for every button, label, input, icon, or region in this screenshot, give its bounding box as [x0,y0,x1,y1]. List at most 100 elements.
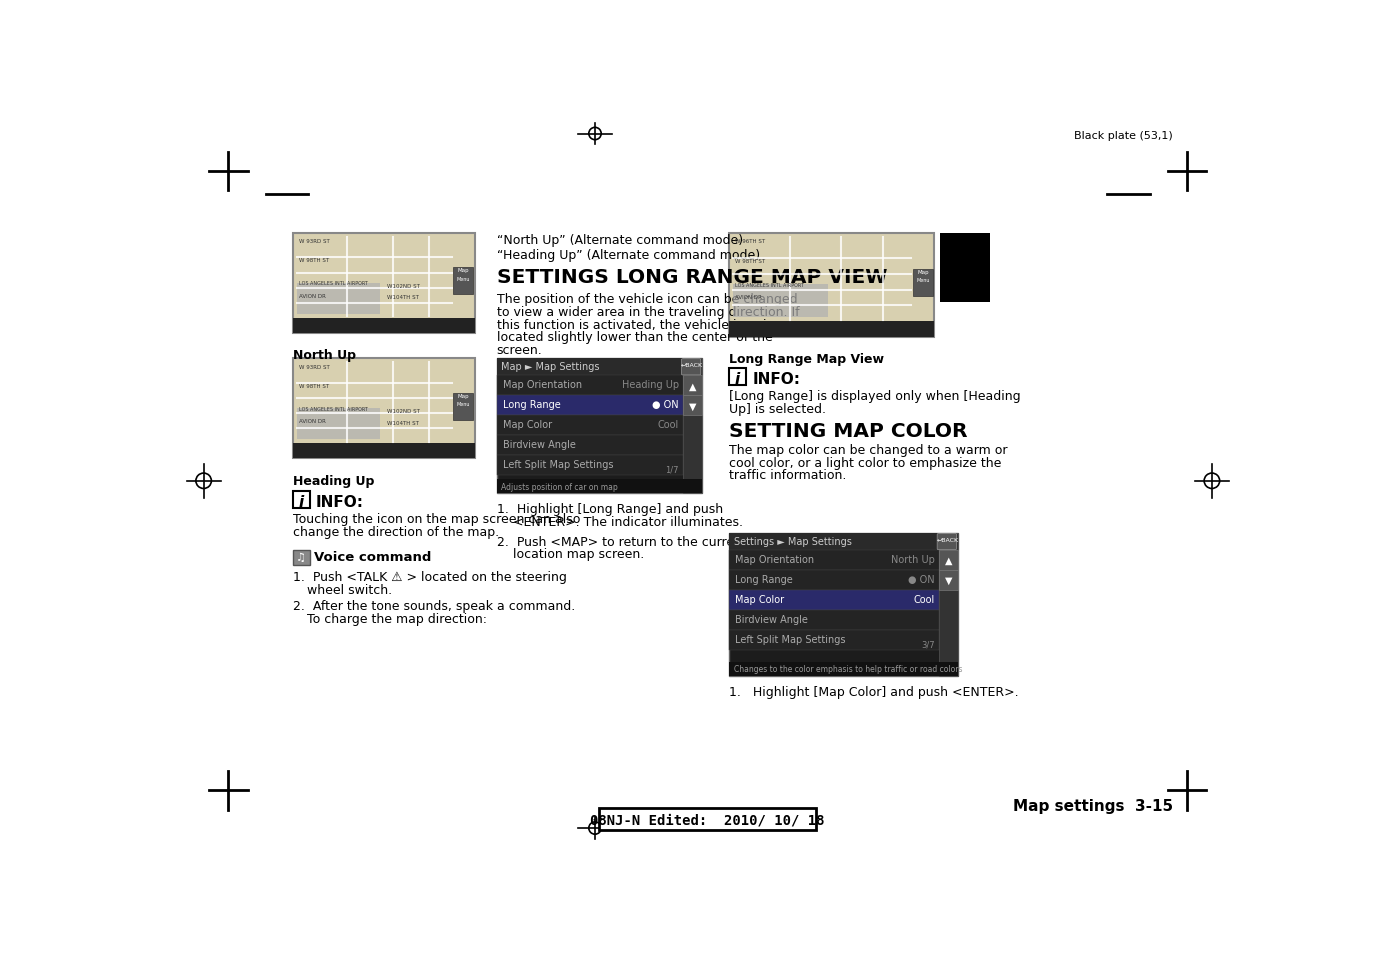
Bar [729,322,935,337]
Bar [293,318,475,334]
Text: W 98TH ST: W 98TH ST [298,383,329,389]
Text: Black plate (53,1): Black plate (53,1) [1074,132,1172,141]
Bar [497,416,684,436]
Bar [729,534,939,551]
Text: Map: Map [917,270,928,274]
Text: this function is activated, the vehicle icon is: this function is activated, the vehicle … [497,318,772,332]
Text: W102ND ST: W102ND ST [387,409,420,414]
Bar [297,409,380,439]
Text: Heading Up: Heading Up [621,379,678,390]
Bar [939,551,957,571]
Bar [293,359,475,459]
Text: <ENTER>. The indicator illuminates.: <ENTER>. The indicator illuminates. [497,516,743,528]
Text: to view a wider area in the traveling direction. If: to view a wider area in the traveling di… [497,306,800,318]
Text: W 96TH ST: W 96TH ST [735,239,765,244]
Text: Map Color: Map Color [735,595,784,604]
Text: 2.  After the tone sounds, speak a command.: 2. After the tone sounds, speak a comman… [293,598,574,612]
Bar [729,233,935,337]
Text: Map: Map [457,268,470,274]
Text: Long Range: Long Range [503,399,561,410]
Text: LOS ANGELES INTL AIRPORT: LOS ANGELES INTL AIRPORT [298,407,367,412]
Text: Cool: Cool [657,419,678,430]
Text: screen.: screen. [497,344,543,356]
Bar [497,359,684,375]
Text: Menu: Menu [916,278,929,283]
Bar [733,285,827,317]
Text: located slightly lower than the center of the: located slightly lower than the center o… [497,331,772,344]
Text: 1.  Highlight [Long Range] and push: 1. Highlight [Long Range] and push [497,503,722,516]
Text: “Heading Up” (Alternate command mode): “Heading Up” (Alternate command mode) [497,249,760,262]
Text: AVION DR: AVION DR [735,295,762,300]
Bar [729,662,957,676]
Text: AVION DR: AVION DR [298,294,326,298]
Text: Cool: Cool [913,595,935,604]
Bar [453,268,474,295]
Text: To charge the map direction:: To charge the map direction: [307,612,486,625]
Bar [729,591,939,611]
Text: Long Range Map View: Long Range Map View [729,353,884,366]
Bar [293,491,309,508]
Text: cool color, or a light color to emphasize the: cool color, or a light color to emphasiz… [729,456,1001,469]
Text: W 93RD ST: W 93RD ST [298,364,330,369]
Text: ↩BACK: ↩BACK [936,537,958,542]
Text: Adjusts position of car on map: Adjusts position of car on map [501,482,617,491]
Bar [940,233,990,303]
Text: Birdview Angle: Birdview Angle [503,439,576,450]
Bar [497,375,684,395]
Text: W102ND ST: W102ND ST [387,283,420,289]
Bar [497,436,684,456]
Text: SETTINGS LONG RANGE MAP VIEW: SETTINGS LONG RANGE MAP VIEW [497,268,887,287]
Text: i: i [298,495,304,509]
Bar [729,571,939,591]
Text: ↩BACK: ↩BACK [681,363,703,368]
Text: Up] is selected.: Up] is selected. [729,402,826,416]
Text: ▼: ▼ [689,401,696,411]
Bar [729,551,939,571]
Text: 08NJ-N Edited:  2010/ 10/ 18: 08NJ-N Edited: 2010/ 10/ 18 [590,813,824,827]
Text: ▲: ▲ [945,556,952,565]
Bar [939,571,957,591]
Bar [729,534,957,676]
Text: W 93RD ST: W 93RD ST [298,239,330,244]
Text: Left Split Map Settings: Left Split Map Settings [503,459,613,470]
Bar [599,808,816,830]
Text: 3/7: 3/7 [921,639,935,649]
Bar [293,443,475,459]
Bar [293,551,309,566]
Bar [497,359,702,494]
FancyBboxPatch shape [681,359,700,375]
Text: North Up: North Up [891,555,935,564]
Text: Settings ► Map Settings: Settings ► Map Settings [733,537,852,547]
Text: Map settings  3-15: Map settings 3-15 [1014,799,1172,813]
Text: ● ON: ● ON [652,399,678,410]
Text: Long Range: Long Range [735,575,793,584]
Text: W104TH ST: W104TH ST [387,420,420,425]
Text: Map Orientation: Map Orientation [503,379,581,390]
Text: W 98TH ST: W 98TH ST [298,258,329,263]
Bar [453,394,474,420]
Text: wheel switch.: wheel switch. [307,583,392,597]
Text: AVION DR: AVION DR [298,418,326,424]
Text: i: i [735,372,740,386]
Text: ● ON: ● ON [907,575,935,584]
Text: Heading Up: Heading Up [293,475,374,487]
Text: 2.  Push <MAP> to return to the current: 2. Push <MAP> to return to the current [497,535,747,548]
Text: Voice command: Voice command [315,551,432,563]
Text: Menu: Menu [457,276,470,281]
Text: 1.   Highlight [Map Color] and push <ENTER>.: 1. Highlight [Map Color] and push <ENTER… [729,685,1019,699]
Text: The position of the vehicle icon can be changed: The position of the vehicle icon can be … [497,293,797,306]
Text: location map screen.: location map screen. [497,547,644,560]
Text: Left Split Map Settings: Left Split Map Settings [735,635,845,644]
Bar [684,359,702,494]
Bar [729,631,939,651]
Bar [297,284,380,314]
Text: ▼: ▼ [945,576,952,585]
Text: Birdview Angle: Birdview Angle [735,615,808,624]
Bar [913,270,934,296]
Text: Menu: Menu [457,402,470,407]
Text: SETTING MAP COLOR: SETTING MAP COLOR [729,422,968,441]
Text: ♫: ♫ [297,553,307,563]
Text: change the direction of the map.: change the direction of the map. [293,525,499,538]
Bar [939,534,957,676]
Text: traffic information.: traffic information. [729,469,847,482]
